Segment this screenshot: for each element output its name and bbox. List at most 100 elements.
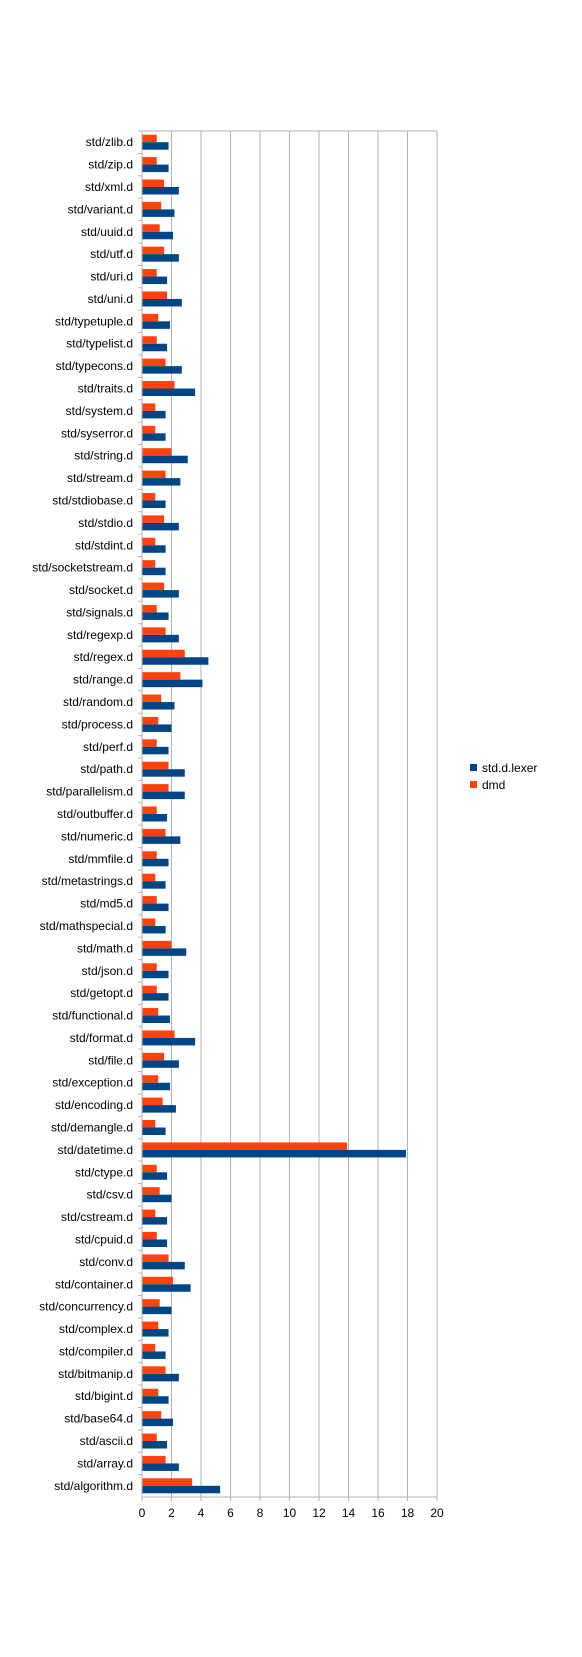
x-tick-label: 14 <box>342 1506 356 1520</box>
category-label: std/stream.d <box>67 471 133 485</box>
bar-std-d-lexer <box>142 590 179 598</box>
bar-std-d-lexer <box>142 1037 196 1046</box>
bar-std-d-lexer <box>142 142 169 150</box>
bar-std-d-lexer <box>142 500 166 508</box>
bar-std-d-lexer <box>142 1351 166 1359</box>
bar-std-d-lexer <box>142 343 168 352</box>
bar-dmd <box>142 1478 193 1486</box>
bar-dmd <box>142 649 185 658</box>
bar-dmd <box>142 672 181 680</box>
bar-dmd <box>142 537 156 546</box>
bar-dmd <box>142 851 157 859</box>
x-tick-label: 16 <box>371 1506 385 1520</box>
bar-std-d-lexer <box>142 276 168 285</box>
bar-dmd <box>142 694 162 703</box>
category-label: std/process.d <box>62 717 133 731</box>
bar-std-d-lexer <box>142 1373 179 1382</box>
bar-std-d-lexer <box>142 1015 171 1024</box>
bar-std-d-lexer <box>142 321 171 329</box>
category-label: std/stdiobase.d <box>52 493 133 507</box>
bar-std-d-lexer <box>142 1217 168 1225</box>
bar-std-d-lexer <box>142 657 209 665</box>
category-label: std/perf.d <box>83 740 133 754</box>
category-label: std/array.d <box>77 1456 133 1470</box>
category-label: std/cstream.d <box>61 1210 133 1224</box>
category-label: std/random.d <box>63 695 133 709</box>
axes <box>138 130 438 1501</box>
bar-dmd <box>142 1411 162 1419</box>
category-label: std/conv.d <box>79 1255 133 1269</box>
bar-dmd <box>142 604 157 613</box>
legend: std.d.lexer dmd <box>470 761 537 792</box>
bar-std-d-lexer <box>142 254 179 262</box>
bar-std-d-lexer <box>142 970 169 979</box>
bar-std-d-lexer <box>142 455 188 464</box>
category-label: std/system.d <box>66 404 133 418</box>
category-label: std/socket.d <box>69 583 133 597</box>
category-label: std/datetime.d <box>58 1143 133 1157</box>
bar-dmd <box>142 1254 169 1262</box>
category-label: std/variant.d <box>68 202 133 216</box>
bar-std-d-lexer <box>142 925 166 934</box>
category-label: std/math.d <box>77 941 133 955</box>
category-label: std/stdint.d <box>75 538 133 552</box>
category-label: std/xml.d <box>85 180 133 194</box>
bar-std-d-lexer <box>142 433 166 441</box>
bar-dmd <box>142 448 172 456</box>
bar-dmd <box>142 1433 157 1442</box>
category-label: std/socketstream.d <box>32 561 133 575</box>
bar-std-d-lexer <box>142 231 173 240</box>
bar-dmd <box>142 1299 160 1307</box>
bar-std-d-lexer <box>142 388 196 397</box>
bar-dmd <box>142 157 157 165</box>
bars <box>142 134 407 1494</box>
bar-std-d-lexer <box>142 836 181 844</box>
x-tick-label: 18 <box>401 1506 415 1520</box>
bar-std-d-lexer <box>142 1082 171 1091</box>
category-label: std/typetuple.d <box>55 314 133 328</box>
category-label: std/encoding.d <box>55 1098 133 1112</box>
bar-dmd <box>142 1209 156 1218</box>
legend-label: std.d.lexer <box>482 761 537 775</box>
bar-dmd <box>142 1388 159 1397</box>
category-label: std/parallelism.d <box>46 785 133 799</box>
category-label: std/typecons.d <box>56 359 133 373</box>
bar-dmd <box>142 716 159 725</box>
bar-dmd <box>142 201 162 210</box>
category-label: std/cpuid.d <box>75 1232 133 1246</box>
category-label: std/typelist.d <box>66 337 133 351</box>
bar-std-d-lexer <box>142 1396 169 1404</box>
bar-std-d-lexer <box>142 522 179 531</box>
bar-dmd <box>142 985 157 994</box>
bar-std-d-lexer <box>142 164 169 173</box>
bar-std-d-lexer <box>142 545 166 553</box>
bar-std-d-lexer <box>142 724 172 732</box>
bar-dmd <box>142 627 166 635</box>
category-label: std/mmfile.d <box>68 852 133 866</box>
bar-std-d-lexer <box>142 186 179 195</box>
bar-dmd <box>142 336 157 344</box>
bar-dmd <box>142 1343 156 1352</box>
bar-dmd <box>142 582 165 591</box>
bar-std-d-lexer <box>142 567 166 576</box>
legend-swatch <box>470 764 477 771</box>
category-label: std/compiler.d <box>59 1344 133 1358</box>
category-label: std/signals.d <box>66 605 133 619</box>
category-label: std/syserror.d <box>61 426 133 440</box>
bar-std-d-lexer <box>142 612 169 620</box>
category-label: std/uri.d <box>90 270 133 284</box>
bar-dmd <box>142 358 166 367</box>
bar-dmd <box>142 1075 159 1083</box>
bar-std-d-lexer <box>142 769 185 777</box>
bar-std-d-lexer <box>142 858 169 867</box>
bar-dmd <box>142 224 160 232</box>
bar-std-d-lexer <box>142 679 203 688</box>
bar-dmd <box>142 1164 157 1173</box>
bar-dmd <box>142 425 156 434</box>
bar-dmd <box>142 134 157 143</box>
bar-std-d-lexer <box>142 791 185 800</box>
bar-std-d-lexer <box>142 1329 169 1337</box>
bar-dmd <box>142 1187 160 1195</box>
category-label: std/outbuffer.d <box>57 807 133 821</box>
bar-dmd <box>142 1455 166 1464</box>
